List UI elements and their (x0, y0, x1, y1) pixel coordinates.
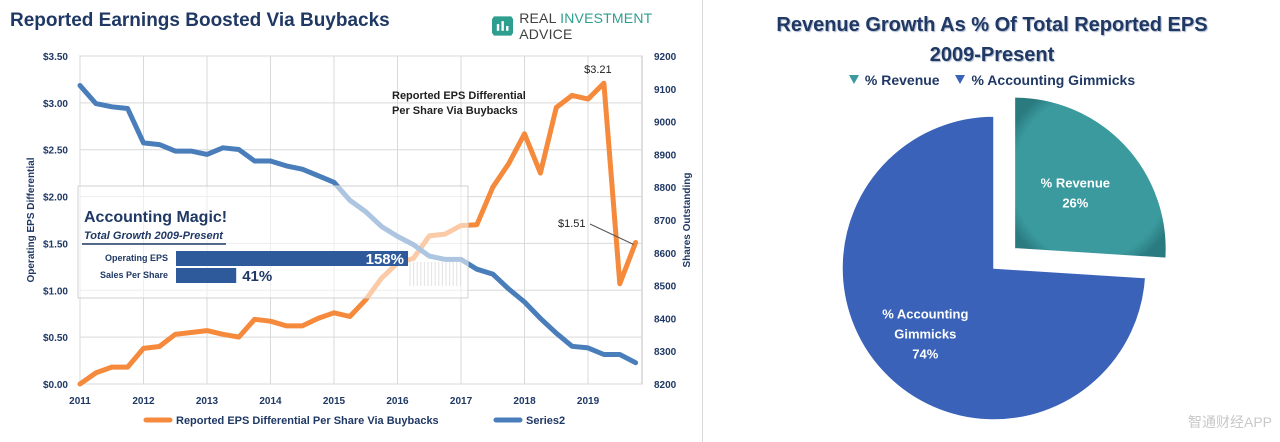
y2-tick-label: 8300 (654, 347, 677, 358)
y2-tick-label: 8200 (654, 380, 677, 391)
y-tick-label: $0.50 (43, 333, 68, 344)
y2-axis-title: Shares Outstanding (682, 172, 693, 267)
eps-annotation-line-2: Per Share Via Buybacks (392, 105, 518, 117)
y2-tick-label: 9000 (654, 118, 677, 129)
legend-label-eps: Reported EPS Differential Per Share Via … (176, 415, 439, 427)
inset-bar (176, 251, 408, 266)
y-tick-label: $0.00 (43, 380, 68, 391)
peak-value-label: $3.21 (584, 64, 612, 76)
y-tick-label: $2.00 (43, 193, 68, 204)
chart-logo-icon (492, 16, 514, 36)
x-tick-label: 2018 (513, 396, 536, 407)
pie-slice-label: % Accounting (882, 307, 968, 322)
legend-swatch-gimmicks (955, 75, 966, 84)
pie-legend-item-gimmicks: % Accounting Gimmicks (955, 72, 1135, 88)
watermark: 智通财经APP (1187, 414, 1272, 430)
x-tick-label: 2013 (196, 396, 219, 407)
y-axis-title: Operating EPS Differential (26, 157, 37, 282)
x-tick-label: 2012 (132, 396, 155, 407)
y2-tick-label: 8400 (654, 314, 677, 325)
inset-bar-value: 41% (242, 268, 272, 285)
y2-tick-label: 8500 (654, 282, 677, 293)
y-tick-label: $3.50 (43, 52, 68, 63)
x-tick-label: 2017 (450, 396, 473, 407)
inset-subtitle: Total Growth 2009-Present (84, 230, 224, 242)
y-tick-label: $2.50 (43, 146, 68, 157)
pie-slice-label: Gimmicks (894, 327, 956, 342)
pie-slice-gimmicks (841, 115, 1147, 421)
legend-swatch-revenue (848, 75, 859, 84)
pie-chart: % Revenue 26% % Accounting Gimmicks 74% (841, 96, 1168, 421)
brand-logo: REAL INVESTMENT ADVICE (492, 10, 702, 42)
left-chart-title: Reported Earnings Boosted Via Buybacks (10, 10, 390, 31)
y2-tick-label: 9200 (654, 52, 677, 63)
x-tick-label: 2019 (577, 396, 600, 407)
y2-tick-label: 9100 (654, 85, 677, 96)
revenue-pie-chart-panel: Revenue Growth As % Of Total Reported EP… (704, 0, 1280, 442)
eps-buyback-chart-panel: Reported Earnings Boosted Via Buybacks R… (10, 0, 703, 442)
inset-bar-label: Operating EPS (105, 253, 168, 263)
pie-title-line-2: 2009-Present (929, 44, 1055, 66)
legend-label-series2: Series2 (526, 415, 565, 427)
pie-legend: % Revenue % Accounting Gimmicks (704, 72, 1280, 88)
pie-slice-revenue (1013, 96, 1168, 260)
y2-tick-label: 8800 (654, 183, 677, 194)
last-value-leader-line (589, 223, 634, 245)
inset-bar-label: Sales Per Share (100, 270, 168, 280)
y2-tick-label: 8600 (654, 249, 677, 260)
inset-bar (176, 268, 237, 283)
x-tick-label: 2014 (259, 396, 282, 407)
y2-tick-label: 8700 (654, 216, 677, 227)
y-tick-label: $3.00 (43, 99, 68, 110)
y2-tick-label: 8900 (654, 150, 677, 161)
eps-annotation-line-1: Reported EPS Differential (392, 90, 526, 102)
y-tick-label: $1.00 (43, 286, 68, 297)
pie-slice-label: % Revenue (1041, 176, 1110, 191)
y-tick-label: $1.50 (43, 239, 68, 250)
brand-name: REAL INVESTMENT ADVICE (519, 10, 653, 42)
pie-slice-value: 26% (1062, 196, 1088, 211)
pie-title-line-1: Revenue Growth As % Of Total Reported EP… (776, 14, 1208, 36)
x-tick-label: 2015 (323, 396, 346, 407)
inset-title: Accounting Magic! (84, 209, 227, 226)
pie-slice-value: 74% (912, 347, 938, 362)
pie-legend-item-revenue: % Revenue (848, 72, 940, 88)
x-tick-label: 2016 (386, 396, 409, 407)
last-value-label: $1.51 (558, 218, 586, 230)
inset-bar-value: 158% (366, 251, 404, 268)
x-tick-label: 2011 (69, 396, 91, 407)
line-chart: 2011 2012 2013 2014 2015 2016 2017 2018 2019 $0.0… (26, 52, 693, 427)
eps-differential-line (77, 80, 639, 387)
inset-box (77, 185, 469, 299)
